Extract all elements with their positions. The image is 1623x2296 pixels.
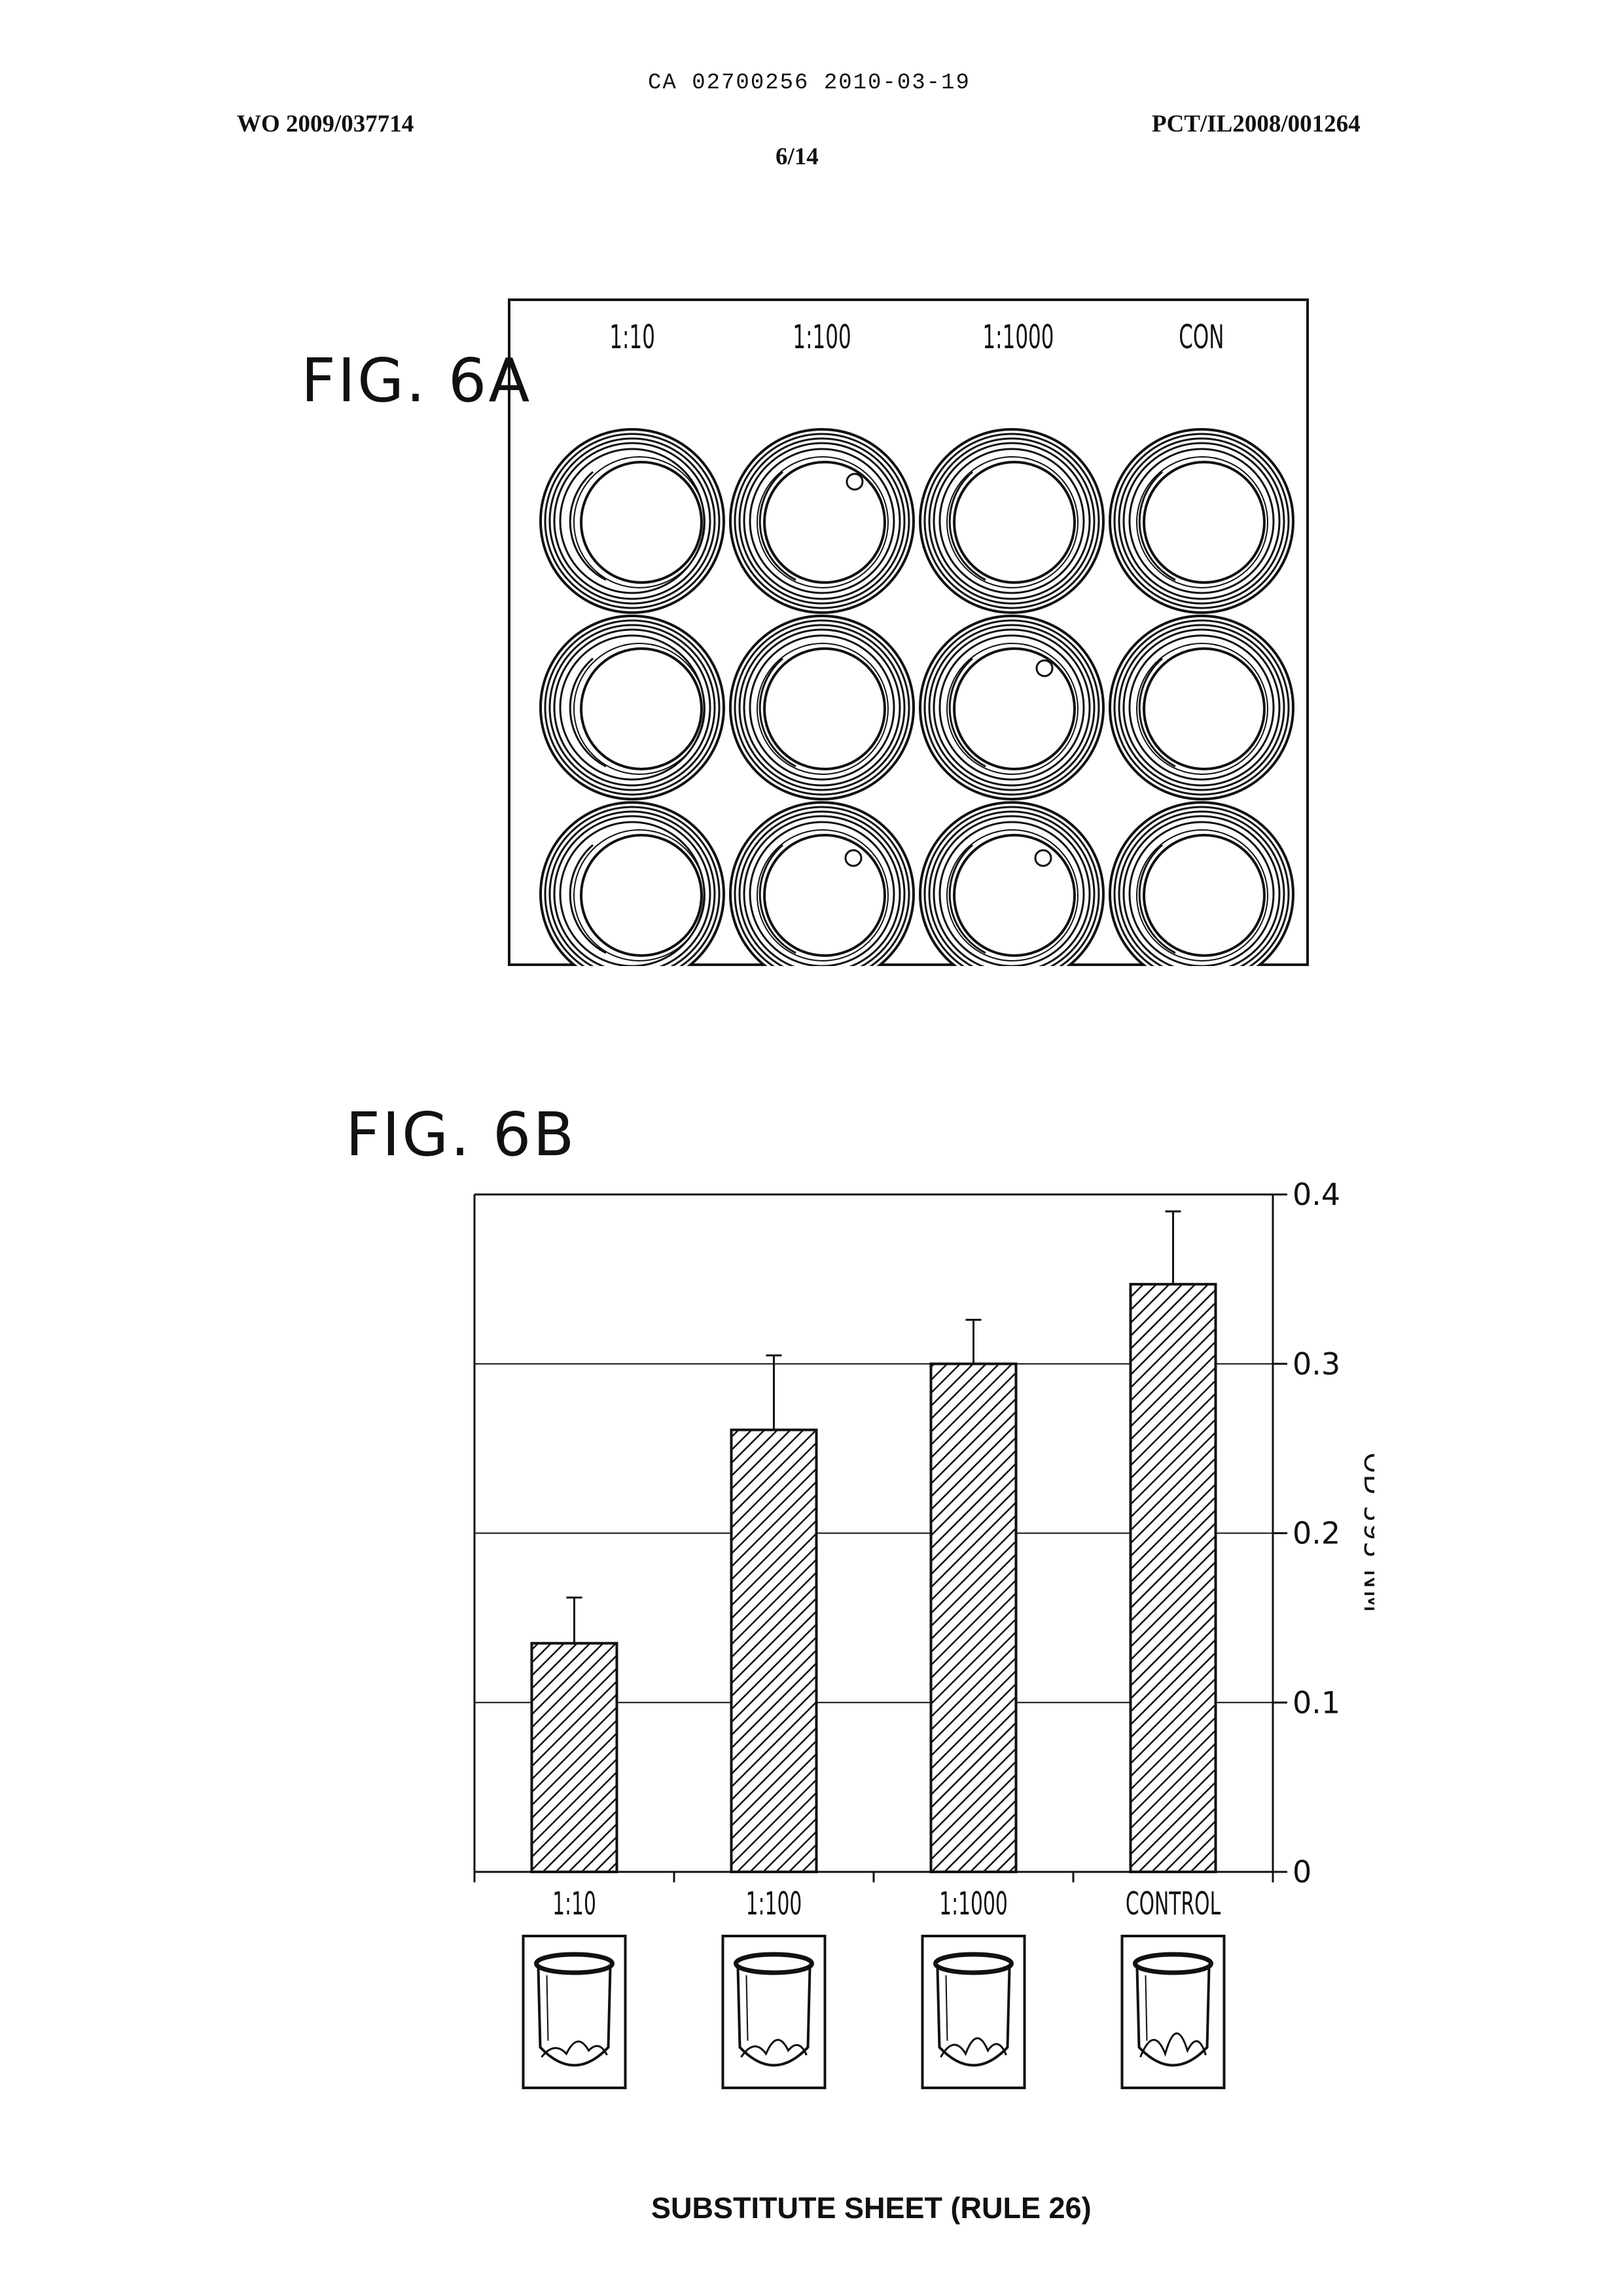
well xyxy=(920,616,1103,799)
x-tick-label: 1:1000 xyxy=(939,1886,1008,1922)
well xyxy=(920,429,1103,613)
well-ring xyxy=(541,802,724,966)
plate-col-label: CON xyxy=(1179,318,1224,356)
y-tick-label: 0.1 xyxy=(1293,1685,1340,1720)
wo-number: WO 2009/037714 xyxy=(237,110,414,138)
y-axis-title: OD 595 NM xyxy=(1358,1452,1374,1614)
well xyxy=(730,429,914,613)
well xyxy=(1110,802,1293,966)
well-plate-figure: 1:10 1:100 1:1000 CON xyxy=(508,298,1309,966)
sheet-number: 6/14 xyxy=(776,143,819,171)
y-tick-label: 0.2 xyxy=(1293,1516,1340,1551)
plate-col-label: 1:1000 xyxy=(982,318,1054,356)
bar xyxy=(732,1430,817,1872)
x-tick-label: 1:10 xyxy=(552,1886,596,1922)
bar xyxy=(931,1364,1016,1872)
bar xyxy=(1131,1284,1216,1872)
tube-image xyxy=(923,1936,1025,2088)
well xyxy=(541,802,724,966)
x-tick-label: 1:100 xyxy=(746,1886,802,1922)
fig-6b-label: FIG. 6B xyxy=(346,1100,576,1170)
x-tick-label: CONTROL xyxy=(1126,1886,1221,1922)
y-tick-label: 0.3 xyxy=(1293,1346,1340,1382)
y-tick-label: 0 xyxy=(1293,1854,1311,1890)
bubble xyxy=(847,474,863,490)
well xyxy=(541,429,724,613)
fig-6a-label: FIG. 6A xyxy=(301,346,531,416)
well-plate-svg xyxy=(508,298,1309,966)
bar-chart-svg: 0 0.1 0.2 0.3 0.4 OD 595 NM 1:10 1:100 1:1000 CON… xyxy=(458,1165,1374,2094)
plate-col-label: 1:10 xyxy=(609,318,655,356)
well xyxy=(920,802,1103,966)
tube-image xyxy=(1122,1936,1224,2088)
bubble xyxy=(846,850,861,866)
pct-number: PCT/IL2008/001264 xyxy=(1152,110,1361,138)
well xyxy=(541,616,724,799)
well xyxy=(730,616,914,799)
well xyxy=(1110,616,1293,799)
bubble xyxy=(1035,850,1051,866)
y-tick-label: 0.4 xyxy=(1293,1177,1340,1212)
well xyxy=(1110,429,1293,613)
footer-substitute-sheet: SUBSTITUTE SHEET (RULE 26) xyxy=(651,2191,1092,2225)
tube-image xyxy=(723,1936,825,2088)
tube-image xyxy=(524,1936,626,2088)
ca-number: CA 02700256 2010-03-19 xyxy=(648,71,971,96)
bar-chart: 0 0.1 0.2 0.3 0.4 OD 595 NM 1:10 1:100 1:1000 CON… xyxy=(458,1165,1374,2094)
well xyxy=(730,802,914,966)
bar xyxy=(532,1643,617,1872)
plate-col-label: 1:100 xyxy=(793,318,851,356)
bubble xyxy=(1037,660,1052,676)
